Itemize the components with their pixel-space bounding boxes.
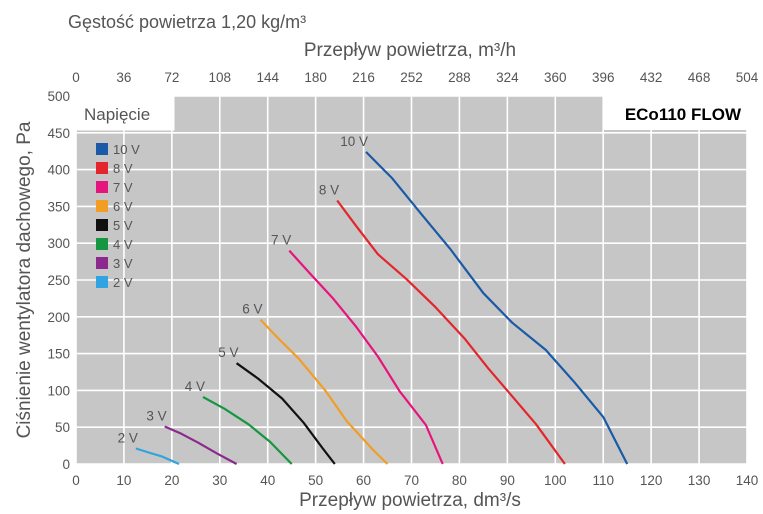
x-axis-title: Przepływ powietrza, dm³/s: [299, 490, 521, 511]
legend-label: 2 V: [113, 275, 133, 290]
legend-label: 3 V: [113, 256, 133, 271]
curve-label: 7 V: [271, 233, 291, 248]
x-tick-label: 50: [308, 473, 323, 488]
x-tick-label: 40: [260, 473, 275, 488]
top-axis-tick-label: 432: [640, 70, 663, 85]
top-axis-tick-label: 504: [736, 70, 759, 85]
legend-label: 8 V: [113, 161, 133, 176]
x-tick-label: 30: [212, 473, 227, 488]
series-line: [135, 447, 180, 466]
legend-swatch: [96, 238, 108, 250]
legend-swatch: [96, 257, 108, 269]
model-name: ECo110 FLOW: [625, 105, 742, 124]
series-line: [164, 425, 238, 465]
top-axis-tick-label: 108: [209, 70, 232, 85]
air-density-label: Gęstość powietrza 1,20 kg/m³: [68, 12, 306, 32]
model-badge-box: [604, 96, 747, 130]
curve-label: 4 V: [185, 379, 205, 394]
x-axis-ticks: 0 10 20 30 40 50 60 70 80 90 100 110 120 130 140: [72, 473, 758, 488]
curve-label: 8 V: [319, 183, 339, 198]
series-line: [336, 199, 566, 465]
top-axis-tick-label: 360: [544, 70, 567, 85]
top-axis-tick-label: 468: [688, 70, 711, 85]
legend-label: 10 V: [113, 142, 140, 157]
y-tick-label: 400: [47, 163, 70, 178]
curve-label: 6 V: [242, 302, 262, 317]
x-tick-label: 20: [164, 473, 179, 488]
top-axis-tick-label: 36: [116, 70, 131, 85]
curve-labels: 10 V 8 V 7 V 6 V 5 V 4 V 3 V 2 V: [118, 134, 368, 446]
top-axis-tick-label: 252: [400, 70, 423, 85]
x-tick-label: 130: [688, 473, 711, 488]
legend-label: 7 V: [113, 180, 133, 195]
y-tick-label: 450: [47, 126, 70, 141]
y-axis-title: Ciśnienie wentylatora dachowego, Pa: [14, 121, 35, 438]
y-tick-label: 350: [47, 199, 70, 214]
curve-label: 5 V: [218, 345, 238, 360]
series-line: [202, 396, 293, 465]
top-axis-title: Przepływ powietrza, m³/h: [304, 40, 516, 61]
x-tick-label: 120: [640, 473, 663, 488]
legend-title-box: [75, 95, 175, 131]
series-line: [288, 249, 444, 465]
series-line: [235, 362, 336, 465]
y-tick-label: 200: [47, 310, 70, 325]
top-axis-tick-label: 396: [592, 70, 615, 85]
y-tick-label: 300: [47, 236, 70, 251]
top-axis-ticks: 0 36 72 108 144 180 216 252 288 324 360 396 432 468 50…: [72, 70, 759, 85]
legend-swatch: [96, 276, 108, 288]
legend-items: 10 V 8 V 7 V 6 V 5 V 4 V 3 V 2 V: [96, 142, 140, 290]
legend-swatch: [96, 219, 108, 231]
curve-label: 3 V: [146, 409, 166, 424]
y-tick-label: 50: [55, 420, 70, 435]
top-axis-tick-label: 180: [304, 70, 327, 85]
x-tick-label: 70: [404, 473, 419, 488]
top-axis-tick-label: 324: [496, 70, 519, 85]
legend-title: Napięcie: [84, 105, 150, 124]
model-badge: ECo110 FLOW: [604, 96, 747, 130]
curve-label: 10 V: [340, 134, 368, 149]
x-tick-label: 100: [544, 473, 567, 488]
chart-grid: [75, 95, 748, 465]
y-tick-label: 0: [62, 457, 70, 472]
x-tick-label: 10: [116, 473, 131, 488]
legend-swatch: [96, 162, 108, 174]
y-tick-label: 100: [47, 383, 70, 398]
y-tick-label: 500: [47, 89, 70, 104]
x-tick-label: 110: [592, 473, 614, 488]
y-axis-ticks: 0 50 100 150 200 250 300 350 400 450 500: [47, 89, 70, 472]
chart-series: [135, 151, 629, 466]
top-axis-tick-label: 288: [448, 70, 471, 85]
x-tick-label: 80: [452, 473, 467, 488]
top-axis-tick-label: 144: [256, 70, 279, 85]
x-tick-label: 140: [736, 473, 759, 488]
y-tick-label: 250: [47, 273, 70, 288]
legend-swatch: [96, 200, 108, 212]
legend: Napięcie 10 V 8 V 7 V 6 V 5 V 4 V 3 V 2 V: [75, 95, 175, 290]
legend-label: 5 V: [113, 218, 133, 233]
series-line: [259, 318, 389, 465]
series-line: [365, 151, 629, 465]
top-axis-tick-label: 72: [164, 70, 179, 85]
y-tick-label: 150: [47, 347, 70, 362]
x-tick-label: 0: [72, 473, 80, 488]
legend-label: 6 V: [113, 199, 133, 214]
legend-swatch: [96, 181, 108, 193]
legend-swatch: [96, 143, 108, 155]
top-axis-tick-label: 0: [72, 70, 80, 85]
x-tick-label: 60: [356, 473, 371, 488]
x-tick-label: 90: [500, 473, 515, 488]
top-axis-tick-label: 216: [352, 70, 375, 85]
legend-label: 4 V: [113, 237, 133, 252]
curve-label: 2 V: [118, 431, 138, 446]
